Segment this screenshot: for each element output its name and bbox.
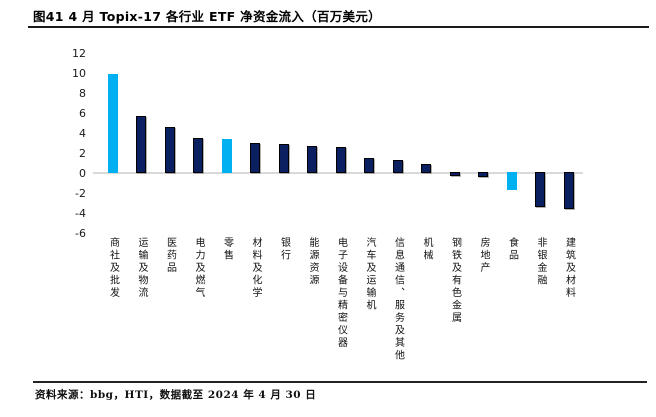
x-axis-label: 非银金融: [535, 237, 546, 287]
x-axis-label: 医药品: [164, 237, 176, 275]
y-axis-tick-label: 6: [79, 107, 86, 120]
bar: [107, 74, 118, 173]
x-axis-label: 电子设备与精密仪器: [335, 237, 347, 350]
x-axis-label: 能源资源: [307, 237, 318, 287]
x-axis-label: 房地产: [478, 237, 489, 275]
bar: [421, 164, 431, 173]
y-axis-tick-label: 8: [79, 87, 86, 100]
zero-axis-line: [93, 172, 583, 174]
y-axis-tick-label: 2: [79, 147, 86, 160]
x-axis-label: 建筑及材料: [563, 237, 575, 300]
y-axis-tick-label: -2: [75, 187, 86, 200]
figure-title: 图41 4 月 Topix-17 各行业 ETF 净资金流入（百万美元）: [33, 9, 381, 24]
x-axis-label: 商社及批发: [107, 237, 119, 300]
footer-divider: [33, 381, 647, 383]
y-axis-tick-label: -4: [75, 207, 86, 220]
y-axis-tick-label: -6: [75, 227, 86, 240]
bar: [164, 127, 175, 173]
x-axis-label: 信息通信、服务及其他: [392, 237, 404, 362]
bar: [136, 116, 146, 173]
bar: [563, 172, 574, 209]
x-axis-label: 零售: [221, 237, 233, 262]
x-axis-label: 食品: [506, 237, 518, 262]
bar: [221, 139, 232, 173]
y-axis-tick-label: 0: [79, 167, 86, 180]
y-axis-tick-label: 10: [72, 67, 86, 80]
x-axis-label: 汽车及运输机: [364, 237, 375, 312]
bar: [478, 172, 488, 177]
bar: [193, 138, 203, 173]
bar: [506, 172, 517, 190]
source-note: 资料来源：bbg，HTI，数据截至 2024 年 4 月 30 日: [35, 389, 317, 401]
x-axis-label: 运输及物流: [136, 237, 147, 300]
bar: [364, 158, 374, 173]
x-axis-label: 电力及燃气: [193, 237, 204, 300]
bar: [335, 147, 346, 173]
bar: [307, 146, 317, 173]
bar-chart: 12 10 8 6 4 2 0 -2 -4 -6 商社及批发 运输及物流 医药品 电力及燃气 零售 材料及化学…: [72, 47, 583, 362]
x-axis-label: 钢铁及有色金属: [449, 237, 461, 325]
x-axis-label: 材料及化学: [250, 237, 261, 300]
bar: [535, 172, 545, 207]
y-axis-tick-label: 4: [79, 127, 86, 140]
y-axis-tick-label: 12: [72, 47, 86, 60]
bar: [278, 144, 289, 173]
title-divider: [28, 26, 649, 28]
bar: [449, 172, 460, 176]
x-axis-label: 银行: [278, 237, 290, 262]
x-axis-label: 机械: [421, 237, 432, 262]
bar: [392, 160, 403, 173]
bar: [250, 143, 260, 173]
